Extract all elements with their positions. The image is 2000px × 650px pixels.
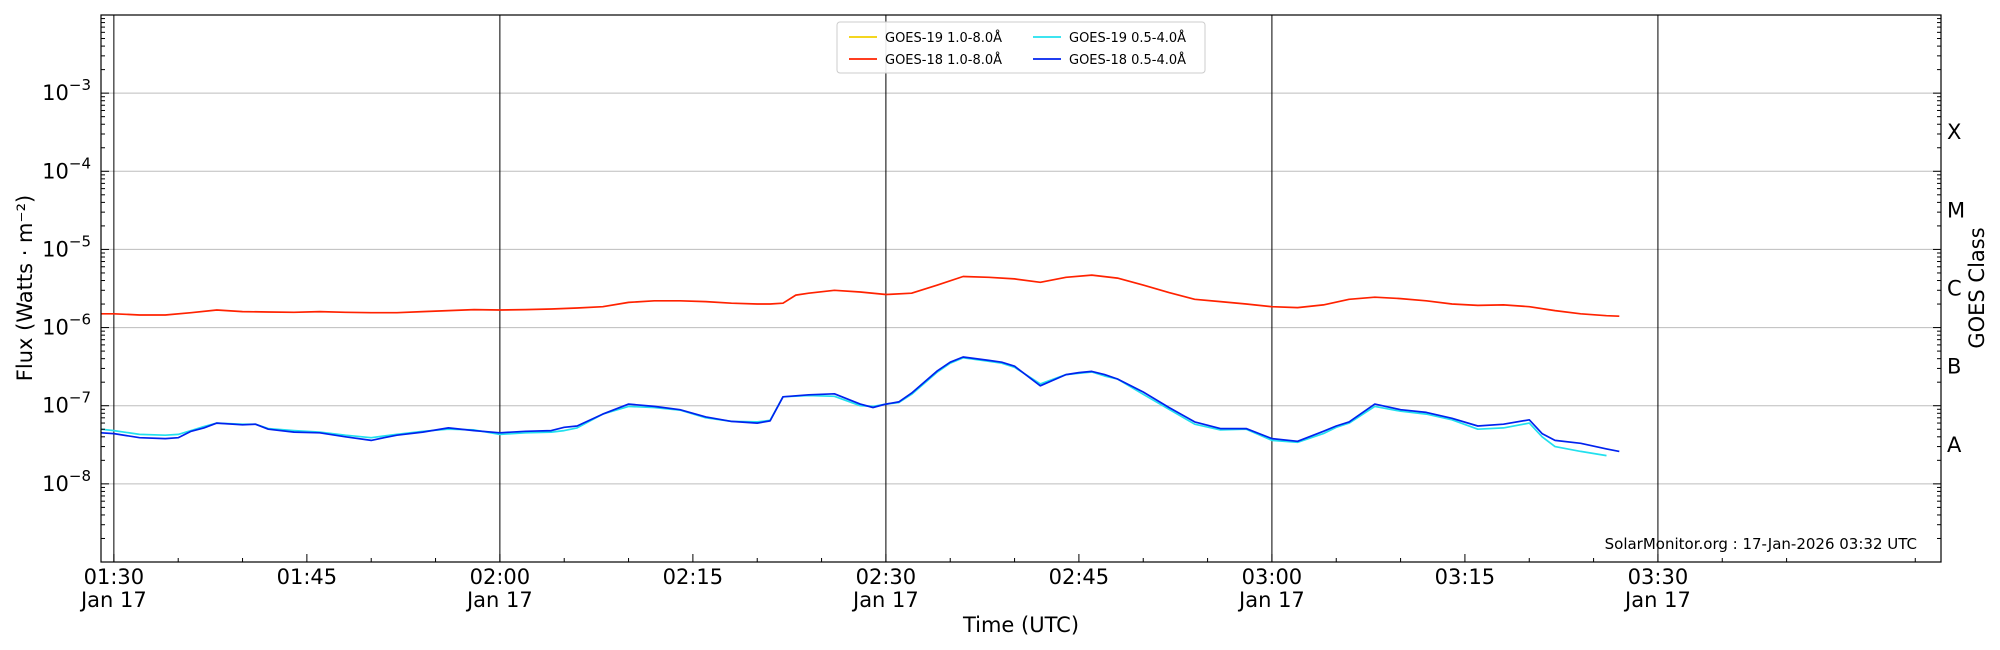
x-tick-label: 03:30 <box>1628 565 1689 589</box>
series-line-1 <box>101 274 1620 318</box>
goes-class-label: A <box>1947 433 1962 457</box>
y-tick-label: 10−5 <box>42 232 91 261</box>
x-tick-date-label: Jan 17 <box>1237 588 1305 612</box>
x-tick-label: 01:30 <box>84 565 145 589</box>
y-tick-label: 10−7 <box>42 389 91 418</box>
grid-lines <box>101 92 1941 485</box>
goes-class-label: M <box>1947 198 1965 222</box>
x-tick-date-label: Jan 17 <box>465 588 533 612</box>
x-tick-label: 02:00 <box>470 565 531 589</box>
x-tick-label: 02:45 <box>1049 565 1110 589</box>
x-tick-label: 01:45 <box>277 565 338 589</box>
series-line-3 <box>100 356 1620 453</box>
y-axis-title: Flux (Watts · m⁻²) <box>13 195 37 381</box>
legend: GOES-19 1.0-8.0Å GOES-18 1.0-8.0Å GOES-19 … <box>836 21 1206 74</box>
goes-class-label: B <box>1947 355 1961 379</box>
x-tick-date-label: Jan 17 <box>1623 588 1691 612</box>
goes-class-label: C <box>1947 277 1962 301</box>
legend-label: GOES-18 1.0-8.0Å <box>885 52 1002 68</box>
y-tick-label: 10−4 <box>42 154 91 183</box>
legend-box <box>836 21 1206 74</box>
credit-text: SolarMonitor.org : 17-Jan-2026 03:32 UTC <box>1605 535 1917 553</box>
x-tick-label: 03:15 <box>1435 565 1496 589</box>
y-tick-label: 10−3 <box>42 76 91 105</box>
x-tick-date-label: Jan 17 <box>79 588 147 612</box>
x-tick-label: 02:30 <box>856 565 917 589</box>
x-tick-label: 02:15 <box>663 565 724 589</box>
plot-frame <box>100 14 1942 563</box>
series-line-2 <box>100 356 1607 457</box>
x-tick-label: 03:00 <box>1242 565 1303 589</box>
y-axis-ticks: 10−8 10−7 10−6 10−5 10−4 10−3 <box>42 18 1941 539</box>
series-lines <box>100 274 1620 457</box>
x-tick-date-label: Jan 17 <box>851 588 919 612</box>
y-tick-label: 10−6 <box>42 311 91 340</box>
day-boundary-lines <box>113 15 1659 562</box>
goes-class-labels: A B C M X <box>1947 120 1965 457</box>
y-tick-label: 10−8 <box>42 467 91 496</box>
legend-label: GOES-19 1.0-8.0Å <box>885 30 1002 46</box>
x-axis-title: Time (UTC) <box>962 613 1079 637</box>
legend-label: GOES-19 0.5-4.0Å <box>1069 30 1186 46</box>
y2-axis-title: GOES Class <box>1965 227 1989 348</box>
legend-label: GOES-18 0.5-4.0Å <box>1069 52 1186 68</box>
goes-class-label: X <box>1947 120 1961 144</box>
